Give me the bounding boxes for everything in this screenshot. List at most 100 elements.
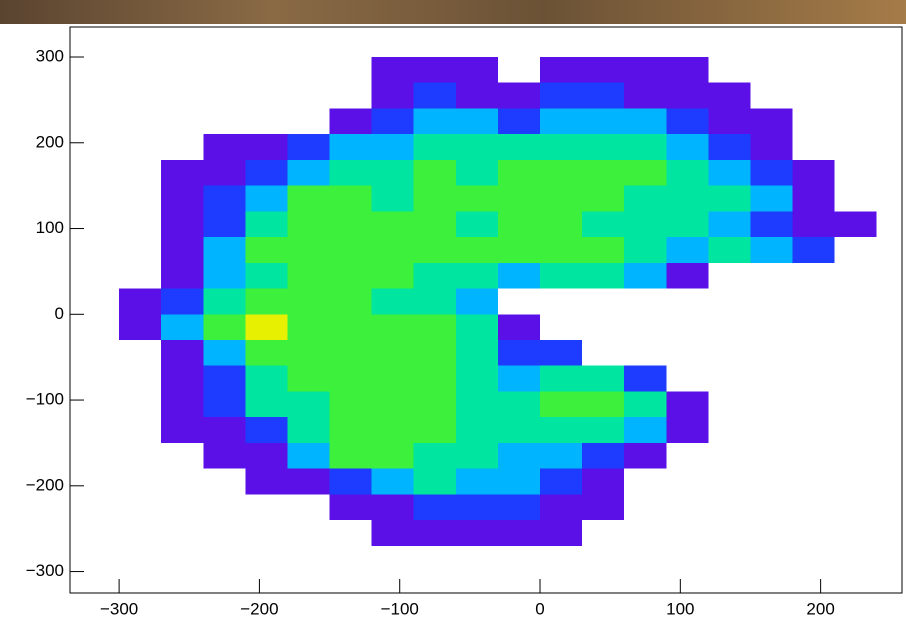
heat-cell: [414, 417, 456, 443]
heat-cell: [372, 417, 414, 443]
heat-cell: [624, 263, 666, 289]
heat-cell: [498, 134, 540, 160]
heat-cell: [666, 340, 708, 366]
heat-cell: [498, 211, 540, 237]
heat-cell: [119, 237, 161, 263]
heat-cell: [708, 134, 750, 160]
heat-cell: [666, 314, 708, 340]
heat-cell: [708, 263, 750, 289]
heat-cell: [498, 108, 540, 134]
heat-cell: [835, 546, 877, 572]
heat-cell: [287, 108, 329, 134]
heat-cell: [540, 469, 582, 495]
heat-cell: [793, 108, 835, 134]
heat-cell: [119, 160, 161, 186]
heat-cell: [750, 314, 792, 340]
heat-cell: [77, 494, 119, 520]
heat-cell: [414, 83, 456, 109]
heat-cell: [330, 211, 372, 237]
heat-cell: [77, 160, 119, 186]
heat-cell: [119, 211, 161, 237]
heat-cell: [666, 417, 708, 443]
heat-cell: [203, 83, 245, 109]
heat-cell: [624, 108, 666, 134]
heatmap: [77, 57, 877, 572]
heat-cell: [245, 263, 287, 289]
heat-cell: [77, 340, 119, 366]
heat-cell: [203, 520, 245, 546]
heat-cell: [161, 186, 203, 212]
heat-cell: [245, 134, 287, 160]
heat-cell: [330, 57, 372, 83]
heat-cell: [119, 108, 161, 134]
heat-cell: [835, 289, 877, 315]
heat-cell: [456, 417, 498, 443]
heat-cell: [456, 57, 498, 83]
y-tick-label: 200: [36, 132, 64, 151]
heat-cell: [456, 83, 498, 109]
heat-cell: [624, 443, 666, 469]
heat-cell: [498, 546, 540, 572]
heat-cell: [77, 57, 119, 83]
heat-cell: [498, 314, 540, 340]
heat-cell: [119, 366, 161, 392]
x-tick-label: −200: [240, 599, 278, 618]
heat-cell: [750, 57, 792, 83]
heat-cell: [414, 340, 456, 366]
heat-cell: [624, 546, 666, 572]
heat-cell: [119, 134, 161, 160]
heat-cell: [835, 57, 877, 83]
heat-cell: [287, 83, 329, 109]
heat-cell: [793, 237, 835, 263]
heat-cell: [414, 520, 456, 546]
heat-cell: [203, 469, 245, 495]
heat-cell: [161, 443, 203, 469]
heat-cell: [203, 340, 245, 366]
heat-cell: [666, 186, 708, 212]
heat-cell: [330, 391, 372, 417]
heat-cell: [203, 314, 245, 340]
heat-cell: [372, 160, 414, 186]
heat-cell: [750, 108, 792, 134]
heat-cell: [456, 366, 498, 392]
heat-cell: [582, 134, 624, 160]
heat-cell: [456, 340, 498, 366]
heat-cell: [203, 134, 245, 160]
heat-cell: [793, 134, 835, 160]
heat-cell: [77, 546, 119, 572]
heat-cell: [287, 237, 329, 263]
heat-cell: [414, 134, 456, 160]
heat-cell: [161, 494, 203, 520]
heat-cell: [161, 314, 203, 340]
heat-cell: [372, 57, 414, 83]
heat-cell: [330, 263, 372, 289]
heat-cell: [161, 391, 203, 417]
heat-cell: [330, 186, 372, 212]
heat-cell: [372, 314, 414, 340]
heat-cell: [750, 417, 792, 443]
heat-cell: [245, 546, 287, 572]
heat-cell: [456, 186, 498, 212]
heat-cell: [582, 289, 624, 315]
heat-cell: [77, 211, 119, 237]
heat-cell: [245, 340, 287, 366]
heat-cell: [330, 108, 372, 134]
heat-cell: [203, 160, 245, 186]
heat-cell: [456, 237, 498, 263]
heat-cell: [245, 469, 287, 495]
heat-cell: [161, 469, 203, 495]
heat-cell: [666, 520, 708, 546]
heat-cell: [793, 186, 835, 212]
photo-strip: [0, 0, 906, 24]
heat-cell: [708, 186, 750, 212]
heat-cell: [287, 391, 329, 417]
heat-cell: [540, 546, 582, 572]
heat-cell: [414, 108, 456, 134]
heat-cell: [77, 469, 119, 495]
heat-cell: [161, 160, 203, 186]
heat-cell: [245, 417, 287, 443]
heat-cell: [414, 546, 456, 572]
heat-cell: [708, 314, 750, 340]
heat-cell: [414, 366, 456, 392]
heat-cell: [540, 366, 582, 392]
